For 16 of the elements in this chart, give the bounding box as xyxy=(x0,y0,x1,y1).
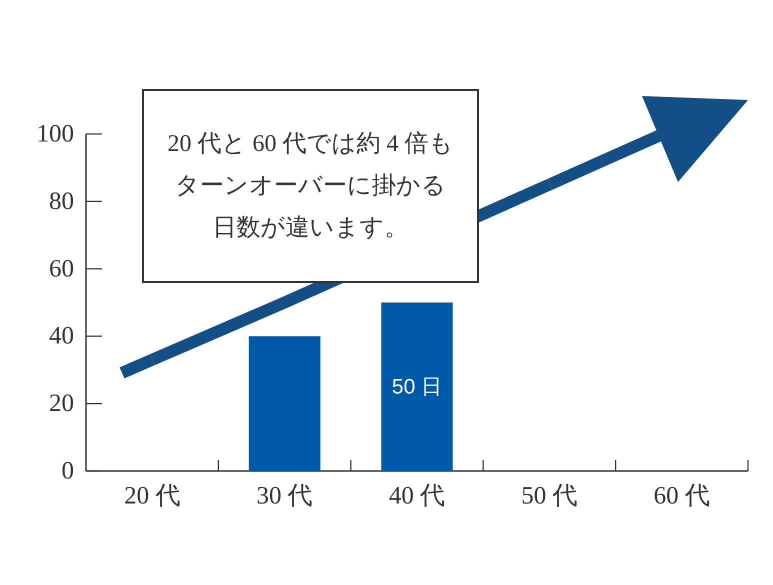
x-tick-label: 40 代 xyxy=(388,482,446,510)
y-tick-label: 40 xyxy=(49,322,74,350)
note: 20 代と 60 代では約 4 倍も ターンオーバーに掛かる 日数が違います。 xyxy=(142,89,479,283)
y-tick-label: 20 xyxy=(49,390,74,418)
x-tick-label: 60 代 xyxy=(654,482,710,510)
annotation: ターンオーバーに掛かる xyxy=(175,173,446,199)
y-tick-label: 100 xyxy=(36,120,74,148)
data-label: 50 日 xyxy=(392,375,442,398)
y-tick-label: 80 xyxy=(49,188,74,215)
y-tick-label: 60 xyxy=(49,255,74,282)
y-tick-label: 0 xyxy=(62,458,74,484)
x-tick-label: 30 代 xyxy=(256,482,313,510)
x-tick-label: 50 代 xyxy=(521,482,578,510)
annotation: 日数が違います。 xyxy=(212,215,408,241)
x-tick-label: 20 代 xyxy=(124,482,180,510)
annotation: 20 代と 60 代では約 4 倍も xyxy=(168,130,454,157)
